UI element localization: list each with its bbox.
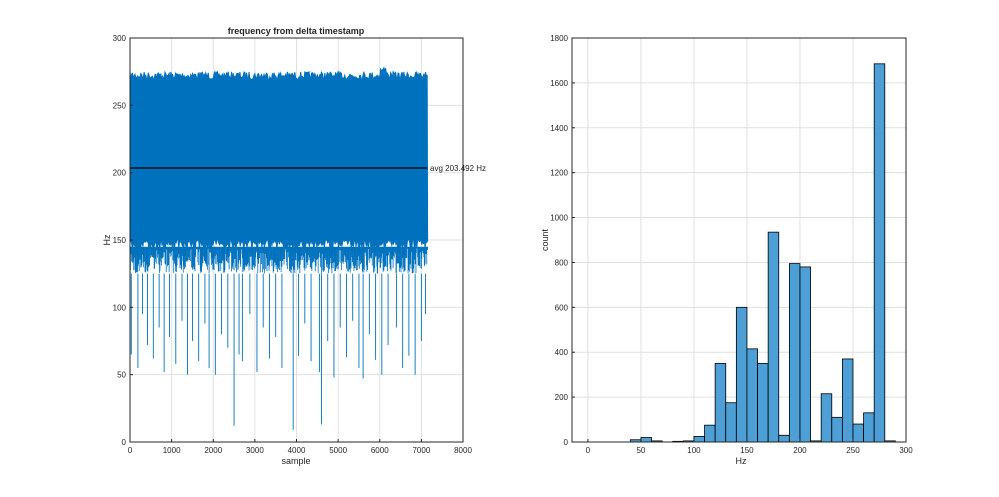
- x-tick-label: 0: [128, 446, 133, 455]
- x-tick-label: 150: [740, 446, 754, 455]
- histogram-frame: [571, 37, 907, 443]
- histogram-bar: [841, 358, 854, 443]
- histogram-bar: [778, 434, 790, 443]
- histogram-bar: [799, 266, 811, 443]
- time-series-box: [129, 37, 464, 443]
- histogram-ylabel: count: [540, 228, 550, 251]
- time-series-ylabel: Hz: [102, 234, 112, 245]
- x-tick-label: 100: [687, 446, 701, 455]
- y-tick-label: 1800: [550, 34, 568, 43]
- x-tick-label: 3000: [246, 446, 264, 455]
- y-tick-label: 50: [117, 371, 126, 380]
- y-tick-label: 100: [113, 303, 127, 312]
- x-tick-label: 4000: [288, 446, 306, 455]
- x-tick-label: 50: [636, 446, 645, 455]
- histogram-bar: [767, 231, 780, 443]
- y-tick-label: 0: [564, 438, 569, 447]
- histogram-bar: [873, 63, 886, 443]
- x-tick-label: 300: [899, 446, 913, 455]
- histogram-bar: [757, 363, 769, 443]
- histogram-bar: [714, 363, 727, 443]
- x-tick-label: 5000: [329, 446, 347, 455]
- time-series-data: [129, 66, 429, 430]
- histogram-tick-labels: 0 50 100 150 200 250 300 0 200 400 600 800 1000 1200 1…: [550, 34, 913, 455]
- x-tick-label: 7000: [412, 446, 430, 455]
- y-tick-label: 1200: [550, 169, 568, 178]
- signal-band: [129, 66, 429, 251]
- y-tick-label: 1600: [550, 79, 568, 88]
- histogram-bar: [746, 348, 758, 443]
- x-tick-label: 1000: [163, 446, 181, 455]
- x-tick-label: 0: [586, 446, 591, 455]
- y-tick-label: 250: [113, 101, 127, 110]
- y-tick-label: 600: [555, 303, 569, 312]
- y-tick-label: 800: [555, 258, 569, 267]
- histogram-bar: [820, 393, 833, 443]
- histogram-xlabel: Hz: [736, 456, 747, 466]
- y-tick-label: 1000: [550, 214, 568, 223]
- time-series-xlabel: sample: [281, 456, 310, 466]
- histogram-bar: [788, 263, 801, 443]
- y-tick-label: 1400: [550, 124, 568, 133]
- time-series-title: frequency from delta timestamp: [228, 26, 365, 36]
- histogram-axes: 0 50 100 150 200 250 300 0 200 400 600 800 1000 1200 1…: [540, 34, 913, 466]
- time-series-axes: 0 1000 2000 3000 4000 5000 6000 7000 8000 0 50 100 1…: [102, 26, 486, 466]
- average-annotation: avg 203.492 Hz: [430, 164, 486, 173]
- time-series-tick-labels: 0 1000 2000 3000 4000 5000 6000 7000 8000 0 50 100 1…: [113, 34, 473, 455]
- histogram-bar: [735, 306, 748, 443]
- x-tick-label: 8000: [454, 446, 472, 455]
- histogram-bar: [640, 437, 652, 443]
- y-tick-label: 200: [113, 169, 127, 178]
- histogram-bar: [693, 435, 705, 443]
- histogram-bar: [831, 416, 843, 443]
- y-tick-label: 150: [113, 236, 127, 245]
- histogram-bar: [852, 423, 864, 443]
- x-tick-label: 6000: [371, 446, 389, 455]
- histogram-box: [571, 37, 907, 443]
- histogram-bars: [629, 63, 896, 443]
- time-series-frame: [129, 37, 464, 443]
- y-tick-label: 400: [555, 348, 569, 357]
- x-tick-label: 2000: [204, 446, 222, 455]
- x-tick-label: 250: [846, 446, 860, 455]
- histogram-bar: [704, 424, 716, 443]
- histogram-bar: [863, 412, 875, 443]
- x-tick-label: 200: [793, 446, 807, 455]
- y-tick-label: 300: [113, 34, 127, 43]
- histogram-bar: [725, 402, 737, 443]
- y-tick-label: 200: [555, 393, 569, 402]
- y-tick-label: 0: [122, 438, 127, 447]
